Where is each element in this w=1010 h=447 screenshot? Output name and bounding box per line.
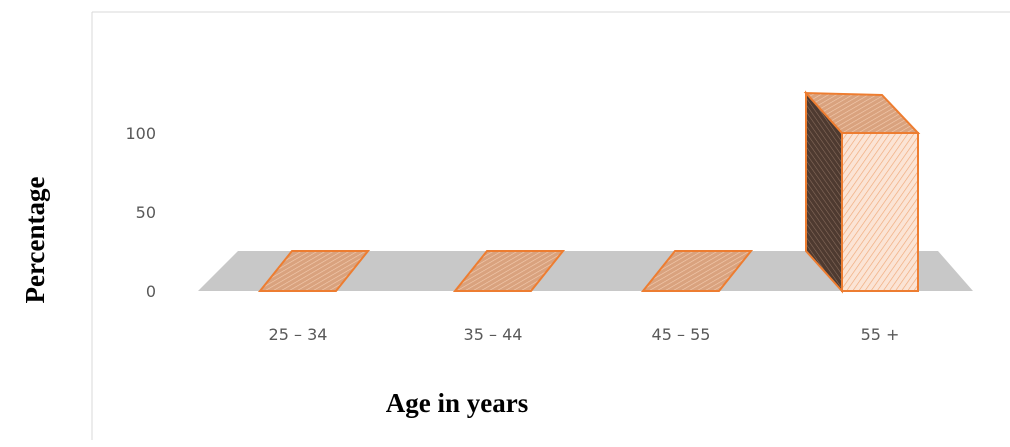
x-tick-label: 35 – 44 <box>464 325 523 344</box>
bar <box>257 250 371 292</box>
y-tick-label: 50 <box>136 203 156 222</box>
y-axis-title: Percentage <box>20 177 50 304</box>
bars-group <box>257 90 921 294</box>
chart-floor <box>198 251 973 291</box>
bar-front-face <box>841 132 919 292</box>
y-tick-label: 0 <box>146 282 156 301</box>
bar <box>640 250 754 292</box>
x-axis-ticks: 25 – 34 35 – 44 45 – 55 55 + <box>269 325 900 344</box>
x-tick-label: 45 – 55 <box>652 325 711 344</box>
bar <box>803 90 921 294</box>
x-tick-label: 25 – 34 <box>269 325 328 344</box>
y-tick-label: 100 <box>125 124 156 143</box>
bar <box>452 250 566 292</box>
x-tick-label: 55 + <box>861 325 900 344</box>
x-axis-title: Age in years <box>386 388 528 418</box>
y-axis-ticks: 0 50 100 <box>125 124 156 301</box>
